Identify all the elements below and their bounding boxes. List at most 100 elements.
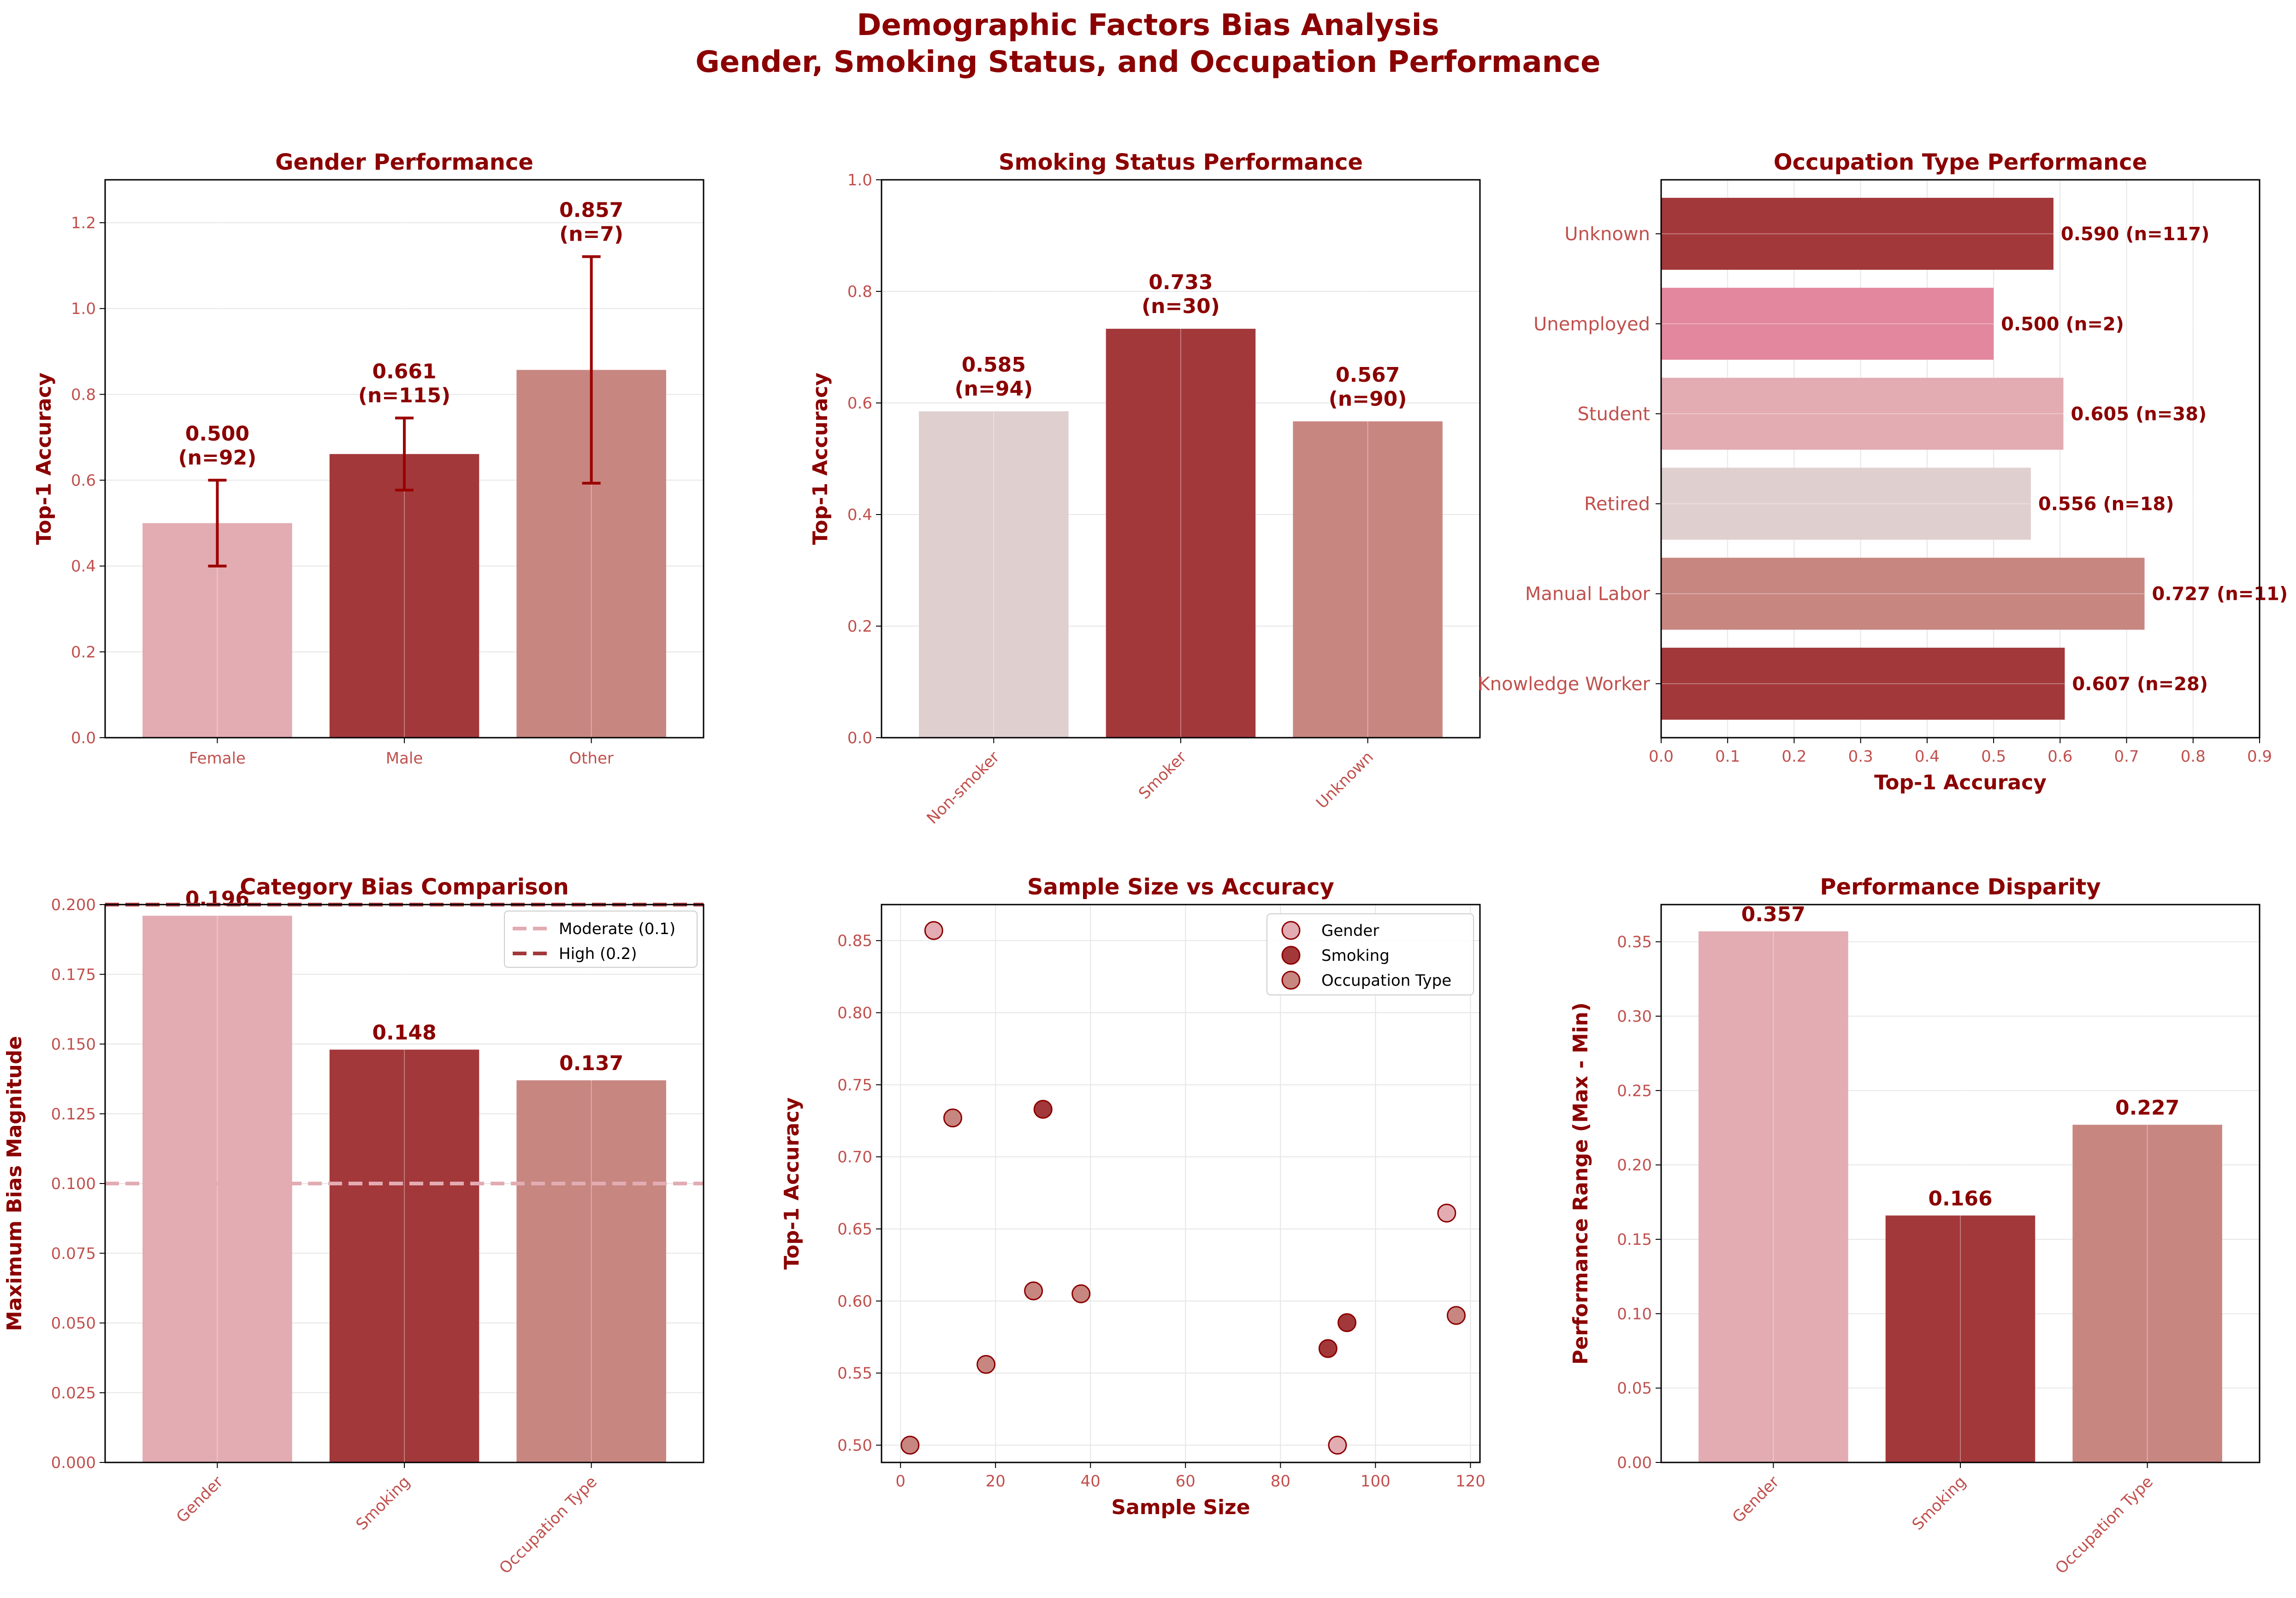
smoking-n-label: (n=90) bbox=[1329, 387, 1407, 411]
scatter-point-gender bbox=[1328, 1435, 1347, 1455]
scatter-y-tick-label: 0.85 bbox=[837, 932, 872, 950]
occupation-value-label: 0.605 (n=38) bbox=[2071, 403, 2207, 425]
smoking-y-tick-label: 0.2 bbox=[847, 617, 872, 636]
occupation-y-tick-label: Student bbox=[1578, 403, 1650, 425]
smoking-y-tick-label: 0.0 bbox=[847, 729, 872, 747]
bias-bar-smoking bbox=[329, 1049, 479, 1462]
occupation-bar-student bbox=[1661, 378, 2064, 450]
occupation-value-label: 0.727 (n=11) bbox=[2152, 584, 2288, 605]
disparity-y-tick-label: 0.30 bbox=[1617, 1007, 1652, 1026]
scatter-point-gender bbox=[924, 921, 943, 940]
scatter-point-gender bbox=[1437, 1203, 1456, 1223]
occupation-y-tick-label: Unemployed bbox=[1533, 314, 1650, 335]
gender-y-tick-label: 0.0 bbox=[71, 729, 96, 747]
occupation-bar-unemployed bbox=[1661, 288, 1994, 360]
bias-legend-label: Moderate (0.1) bbox=[559, 920, 675, 938]
scatter-y-tick-label: 0.70 bbox=[837, 1148, 872, 1166]
scatter-x-tick-label: 0 bbox=[895, 1472, 905, 1491]
scatter-legend-marker bbox=[1281, 921, 1301, 940]
gender-x-tick-label: Male bbox=[386, 749, 423, 768]
occupation-bar-knowledge-worker bbox=[1661, 647, 2065, 720]
smoking-y-axis-label: Top-1 Accuracy bbox=[809, 373, 832, 545]
occupation-bar-unknown bbox=[1661, 198, 2053, 270]
occupation-x-tick-label: 0.4 bbox=[1915, 747, 1940, 766]
occupation-y-tick-label: Knowledge Worker bbox=[1478, 674, 1650, 695]
figure-title-line2: Gender, Smoking Status, and Occupation P… bbox=[695, 45, 1600, 79]
bias-y-tick-label: 0.050 bbox=[51, 1314, 96, 1333]
occupation-axes-frame bbox=[1660, 179, 2260, 739]
smoking-bar-unknown bbox=[1293, 421, 1443, 738]
bias-title: Category Bias Comparison bbox=[240, 874, 569, 900]
scatter-y-tick-label: 0.55 bbox=[837, 1364, 872, 1383]
scatter-point-occupation-type bbox=[1024, 1281, 1043, 1301]
disparity-y-tick-label: 0.35 bbox=[1617, 933, 1652, 952]
bias-y-tick-label: 0.100 bbox=[51, 1175, 96, 1193]
scatter-point-smoking bbox=[1318, 1339, 1337, 1358]
scatter-legend-label: Gender bbox=[1321, 922, 1379, 940]
scatter-y-tick-label: 0.80 bbox=[837, 1004, 872, 1022]
occupation-x-tick-label: 0.1 bbox=[1715, 747, 1740, 766]
scatter-y-tick-label: 0.65 bbox=[837, 1220, 872, 1238]
gender-y-tick-label: 1.0 bbox=[71, 300, 96, 318]
gender-y-tick-label: 0.2 bbox=[71, 643, 96, 662]
scatter-axes-frame bbox=[881, 904, 1481, 1463]
scatter-chart: 0.50 0.55 0.60 0.65 0.70 0.75 0.80 0.85 0 20 40 60 8… bbox=[780, 874, 1485, 1519]
smoking-title: Smoking Status Performance bbox=[999, 149, 1363, 175]
bias-legend bbox=[504, 911, 698, 968]
gender-title: Gender Performance bbox=[275, 149, 533, 175]
bias-bar-occupation-type bbox=[516, 1080, 666, 1462]
occupation-title: Occupation Type Performance bbox=[1774, 149, 2147, 175]
disparity-y-tick-label: 0.10 bbox=[1617, 1305, 1652, 1323]
gender-y-tick-label: 1.2 bbox=[71, 214, 96, 232]
smoking-y-tick-label: 0.4 bbox=[847, 506, 872, 524]
occupation-value-label: 0.500 (n=2) bbox=[2001, 314, 2124, 335]
gender-n-label: (n=115) bbox=[358, 384, 450, 408]
scatter-point-occupation-type bbox=[1071, 1284, 1091, 1303]
scatter-x-axis-label: Sample Size bbox=[1111, 1496, 1250, 1519]
disparity-y-axis-label: Performance Range (Max - Min) bbox=[1569, 1002, 1592, 1365]
occupation-y-tick-label: Manual Labor bbox=[1525, 584, 1651, 605]
bias-y-tick-label: 0.075 bbox=[51, 1244, 96, 1263]
bias-y-tick-label: 0.025 bbox=[51, 1384, 96, 1403]
occupation-x-tick-label: 0.5 bbox=[1981, 747, 2006, 766]
occupation-bar-manual-labor bbox=[1661, 557, 2145, 630]
occupation-value-label: 0.590 (n=117) bbox=[2061, 224, 2210, 245]
occupation-x-tick-label: 0.7 bbox=[2114, 747, 2139, 766]
scatter-y-tick-label: 0.50 bbox=[837, 1436, 872, 1455]
scatter-legend-label: Smoking bbox=[1321, 947, 1390, 965]
disparity-y-tick-label: 0.00 bbox=[1617, 1454, 1652, 1472]
smoking-bar-smoker bbox=[1106, 329, 1256, 738]
occupation-x-tick-label: 0.2 bbox=[1781, 747, 1806, 766]
gender-value-label: 0.661 bbox=[372, 360, 436, 384]
gender-x-tick-label: Other bbox=[569, 749, 614, 768]
occupation-x-tick-label: 0.0 bbox=[1649, 747, 1674, 766]
scatter-legend-marker bbox=[1281, 971, 1301, 990]
bias-legend-label: High (0.2) bbox=[559, 945, 637, 963]
disparity-y-tick-label: 0.05 bbox=[1617, 1379, 1652, 1398]
disparity-value-label: 0.166 bbox=[1928, 1187, 1992, 1210]
scatter-x-tick-label: 60 bbox=[1176, 1472, 1195, 1491]
bias-y-axis-label: Maximum Bias Magnitude bbox=[3, 1036, 26, 1331]
disparity-y-tick-label: 0.20 bbox=[1617, 1156, 1652, 1175]
occupation-y-tick-label: Unknown bbox=[1564, 224, 1650, 245]
occupation-x-tick-label: 0.9 bbox=[2247, 747, 2272, 766]
disparity-bar-occupation-type bbox=[2072, 1125, 2222, 1462]
scatter-x-tick-label: 80 bbox=[1271, 1472, 1290, 1491]
bias-bar-gender bbox=[142, 916, 292, 1462]
gender-value-label: 0.857 bbox=[559, 199, 623, 222]
occupation-x-tick-label: 0.6 bbox=[2047, 747, 2072, 766]
smoking-axes-frame bbox=[881, 179, 1481, 739]
disparity-bar-smoking bbox=[1885, 1215, 2036, 1462]
smoking-chart: 0.00.20.40.60.81.0Non-smoker0.585(n=94)S… bbox=[809, 149, 1481, 828]
occupation-y-tick-label: Retired bbox=[1584, 494, 1650, 515]
scatter-point-occupation-type bbox=[943, 1108, 963, 1128]
smoking-n-label: (n=30) bbox=[1142, 295, 1220, 318]
bias-y-tick-label: 0.125 bbox=[51, 1105, 96, 1124]
scatter-y-tick-label: 0.75 bbox=[837, 1076, 872, 1095]
gender-value-label: 0.500 bbox=[185, 422, 249, 446]
scatter-x-tick-label: 20 bbox=[986, 1472, 1006, 1491]
gender-y-tick-label: 0.6 bbox=[71, 472, 96, 490]
smoking-value-label: 0.567 bbox=[1336, 363, 1400, 387]
bias-y-tick-label: 0.150 bbox=[51, 1036, 96, 1054]
